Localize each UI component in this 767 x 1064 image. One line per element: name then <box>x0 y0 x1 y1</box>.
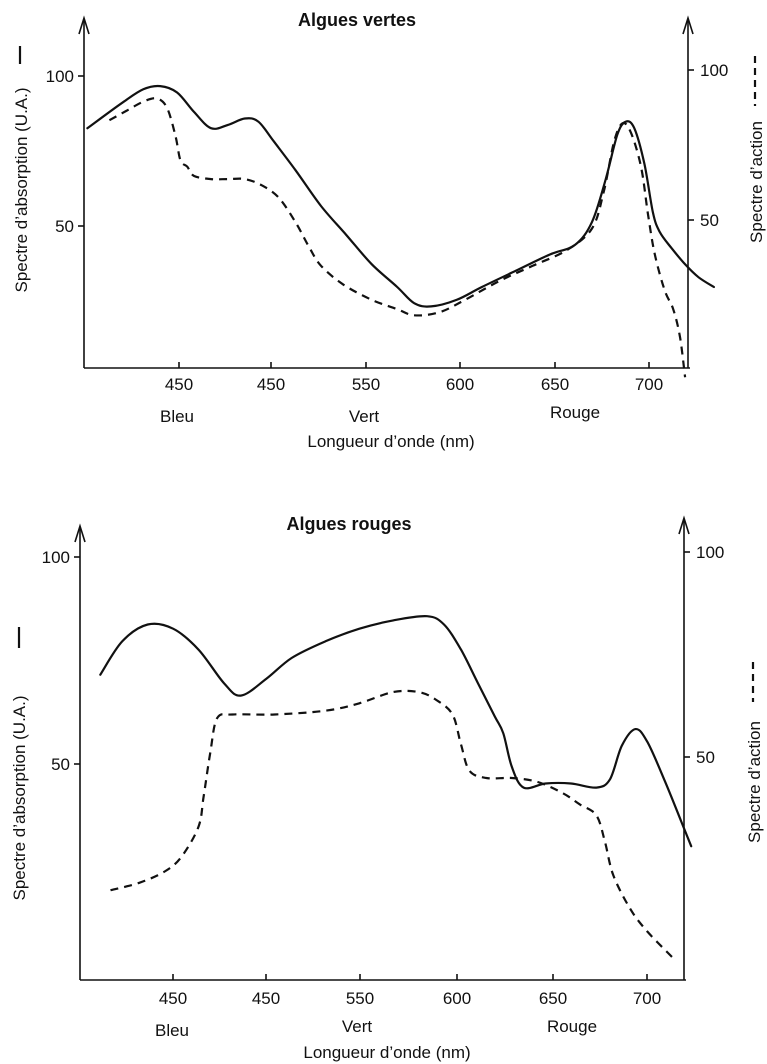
x-tick-label: 450 <box>252 989 280 1008</box>
action-curve <box>110 689 674 959</box>
region-label-vert: Vert <box>342 1017 373 1036</box>
y-left-tick-label: 50 <box>55 217 74 236</box>
y-right-tick-label: 50 <box>696 748 715 767</box>
x-tick-label: 600 <box>446 375 474 394</box>
chart-title: Algues rouges <box>286 514 411 534</box>
y-left-tick-label: 100 <box>42 548 70 567</box>
x-tick-label: 600 <box>443 989 471 1008</box>
absorption-curve <box>99 614 693 848</box>
chart-title: Algues vertes <box>298 10 416 30</box>
region-label-rouge: Rouge <box>550 403 600 422</box>
y-axis-right-label: Spectre d’action <box>747 121 766 243</box>
x-tick-label: 450 <box>159 989 187 1008</box>
x-tick-label: 450 <box>165 375 193 394</box>
y-axis-left-label: Spectre d’absorption (U.A.) <box>10 695 29 900</box>
absorption-curve <box>86 84 715 308</box>
y-left-tick-label: 100 <box>46 67 74 86</box>
region-label-bleu: Bleu <box>160 407 194 426</box>
y-axis-left-arrow <box>78 15 90 35</box>
x-axis-label: Longueur d’onde (nm) <box>307 432 474 451</box>
x-tick-label: 650 <box>541 375 569 394</box>
y-left-tick-label: 50 <box>51 755 70 774</box>
x-tick-label: 650 <box>539 989 567 1008</box>
region-label-vert: Vert <box>349 407 380 426</box>
y-axis-right-arrow <box>682 15 694 35</box>
region-label-rouge: Rouge <box>547 1017 597 1036</box>
x-tick-label: 550 <box>352 375 380 394</box>
region-label-bleu: Bleu <box>155 1021 189 1040</box>
y-right-tick-label: 50 <box>700 211 719 230</box>
action-curve <box>108 97 687 378</box>
y-axis-right-arrow <box>678 515 690 535</box>
y-axis-left-arrow <box>74 523 86 543</box>
y-right-tick-label: 100 <box>700 61 728 80</box>
y-axis-right-label: Spectre d’action <box>745 721 764 843</box>
y-axis-left-label: Spectre d’absorption (U.A.) <box>12 87 31 292</box>
chart-algues-rouges: Algues rouges 100 50 100 50 450 450 550 … <box>10 514 764 1062</box>
chart-algues-vertes: Algues vertes 100 50 100 50 450 450 550 … <box>12 10 766 451</box>
x-tick-label: 700 <box>635 375 663 394</box>
y-right-tick-label: 100 <box>696 543 724 562</box>
x-tick-label: 550 <box>346 989 374 1008</box>
x-tick-label: 450 <box>257 375 285 394</box>
x-axis-label: Longueur d’onde (nm) <box>303 1043 470 1062</box>
x-tick-label: 700 <box>633 989 661 1008</box>
